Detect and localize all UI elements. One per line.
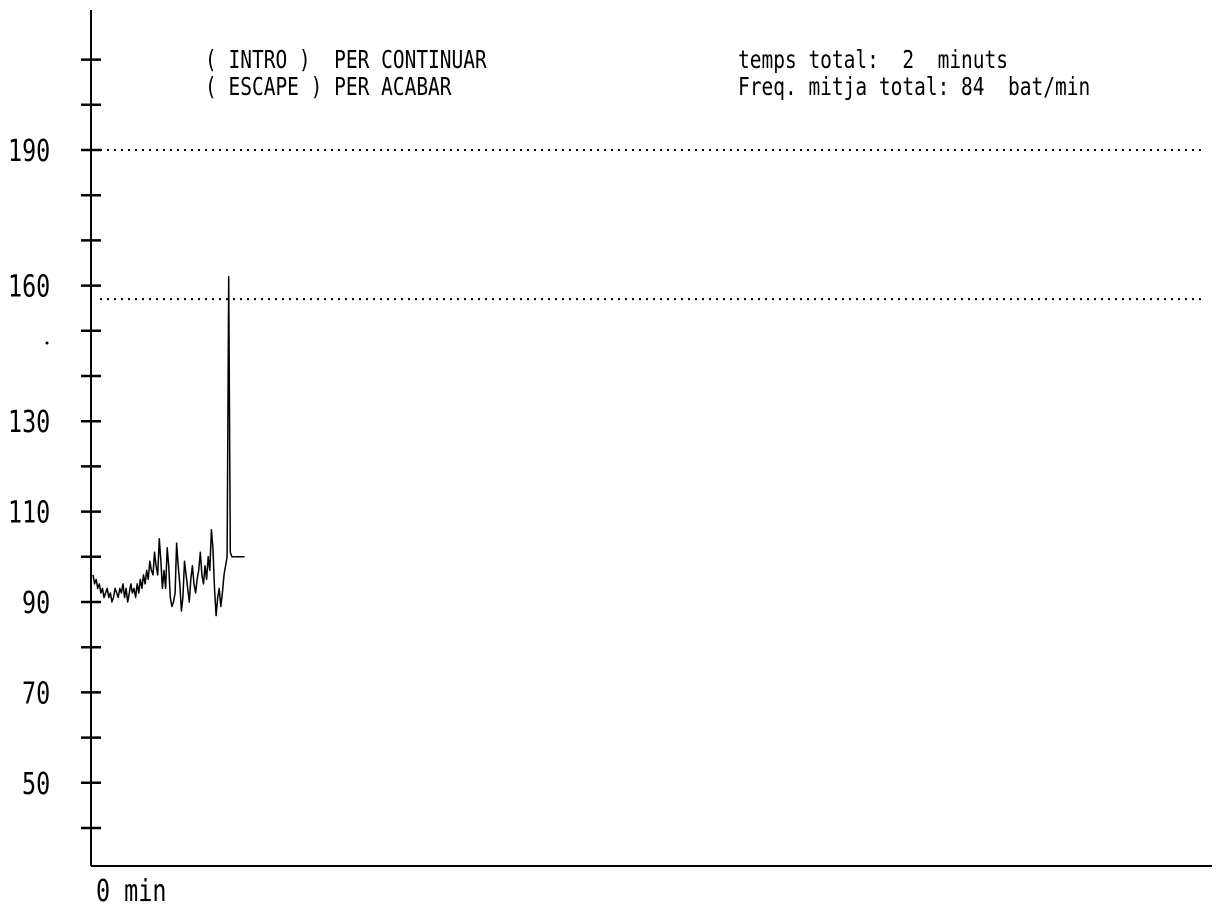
y-tick-label-90: 90 — [22, 586, 50, 621]
y-axis-tick-labels: 190 160 130 110 90 70 50 — [8, 134, 50, 801]
y-tick-label-50: 50 — [22, 767, 50, 802]
reference-lines — [100, 149, 1206, 301]
y-tick-label-160: 160 — [8, 270, 50, 305]
y-tick-label-70: 70 — [22, 677, 50, 712]
y-tick-label-190: 190 — [8, 134, 50, 169]
total-time-label: temps total: 2 minuts — [738, 45, 1009, 74]
y-tick-label-110: 110 — [8, 496, 50, 531]
mean-rate-label: Freq. mitja total: 84 bat/min — [738, 72, 1091, 101]
exit-hint: ( ESCAPE ) PER ACABAR — [205, 72, 452, 101]
y-tick-label-130: 130 — [8, 405, 50, 440]
stray-dot — [45, 341, 49, 345]
heart-rate-series-line — [92, 275, 245, 617]
x-axis-label: 0 min — [96, 874, 166, 909]
y-axis-ticks — [81, 58, 101, 830]
continue-hint: ( INTRO ) PER CONTINUAR — [205, 45, 487, 74]
